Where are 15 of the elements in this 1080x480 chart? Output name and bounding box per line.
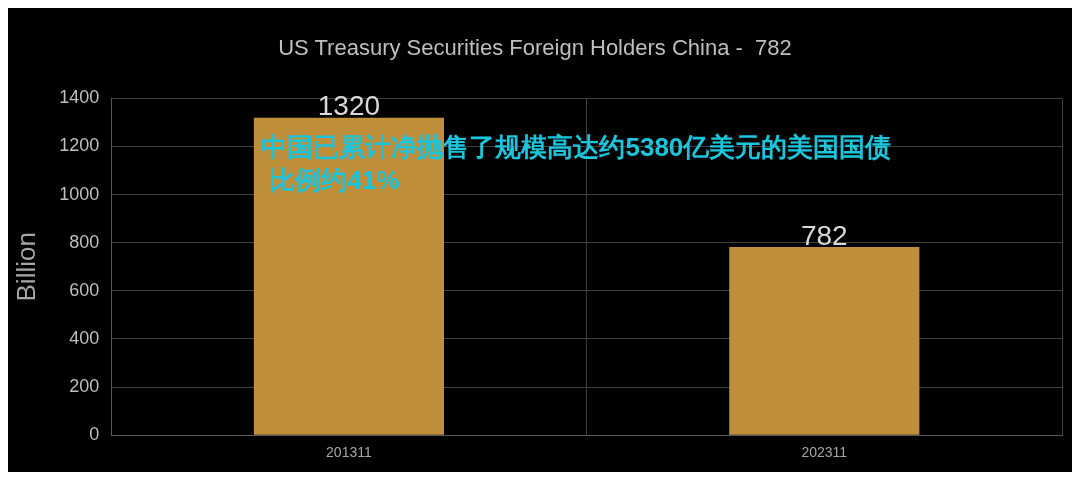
y-tick-label: 1200 xyxy=(59,135,100,156)
annotation: 比例约41% xyxy=(269,164,400,195)
chart-title: US Treasury Securities Foreign Holders China - 782 xyxy=(278,35,792,61)
y-tick-label: 0 xyxy=(89,424,100,445)
y-tick-label: 1000 xyxy=(59,183,100,204)
data-label: 782 xyxy=(800,219,848,251)
x-tick-label: 202311 xyxy=(801,444,848,461)
x-tick-label: 201311 xyxy=(326,444,372,461)
y-tick-label: 400 xyxy=(69,327,100,348)
y-axis-title: Billion xyxy=(10,232,41,302)
y-tick-label: 600 xyxy=(69,279,100,300)
y-tick-label: 200 xyxy=(69,376,100,397)
data-label: 1320 xyxy=(317,90,381,122)
y-tick-label: 1400 xyxy=(59,87,100,108)
y-tick-label: 800 xyxy=(69,231,100,252)
